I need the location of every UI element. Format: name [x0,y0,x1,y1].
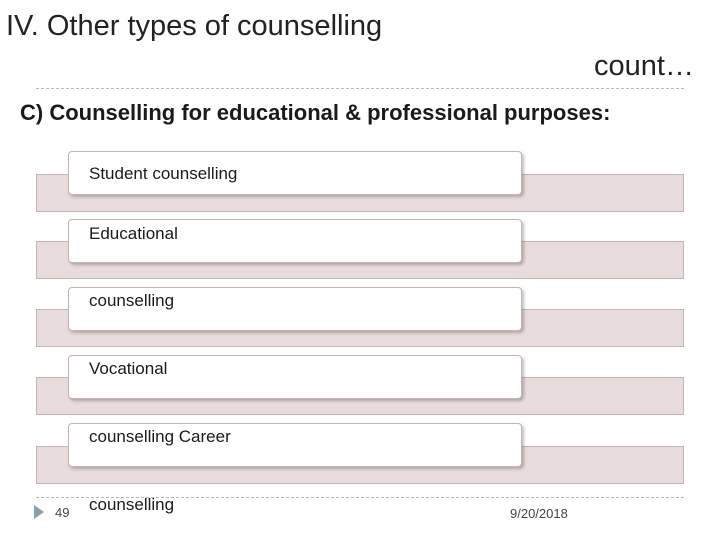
footer-triangle-icon [34,505,44,519]
list-card [68,151,522,195]
list-card [68,423,522,467]
bottom-divider [36,497,684,498]
list-item: counselling Career [89,427,231,446]
list-card [68,355,522,399]
list-item: counselling [89,291,175,310]
list-item: Student counselling [89,164,238,183]
list-item: Vocational [89,359,168,378]
top-divider [36,88,684,89]
list-item: Educational [89,224,178,243]
slide-title-continued: count… [594,50,694,82]
list-card [68,287,522,331]
footer-date: 9/20/2018 [510,506,568,521]
section-subtitle: C) Counselling for educational & profess… [20,100,611,125]
page-number: 49 [55,505,70,520]
slide-title: IV. Other types of counselling [6,10,383,42]
list-item: counselling [89,495,175,514]
list-card [68,219,522,263]
